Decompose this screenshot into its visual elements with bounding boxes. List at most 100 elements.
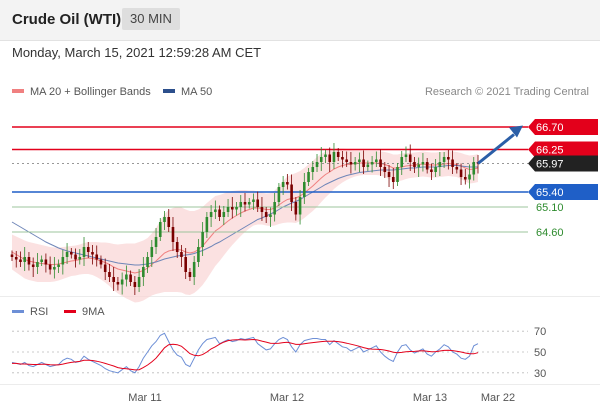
candle-body (404, 154, 408, 157)
copyright-text: Research © 2021 Trading Central (424, 86, 589, 98)
candle-body (154, 237, 158, 247)
candle-body (158, 222, 162, 237)
candle-body (53, 267, 56, 270)
candle-body (408, 154, 412, 162)
candle-body (95, 254, 99, 260)
rsi-line (11, 332, 479, 374)
candle-body (260, 207, 264, 212)
candle-body (31, 264, 35, 267)
candle-body (180, 252, 183, 257)
candle-body (264, 212, 268, 217)
candle-body (23, 257, 27, 262)
rsi-tick-label: 30 (534, 368, 546, 380)
ma20-label: MA 20 + Bollinger Bands (30, 86, 151, 98)
candle-body (290, 184, 293, 202)
axis-separator (0, 384, 600, 385)
candle-body (171, 227, 175, 242)
ma50-swatch (163, 89, 175, 94)
panel-separator (0, 296, 600, 297)
candle-body (256, 199, 260, 207)
candle-body (27, 257, 31, 265)
chart-header: Crude Oil (WTI) 30 MIN (0, 0, 600, 41)
candle-body (209, 212, 213, 217)
x-tick-label: Mar 12 (270, 392, 304, 404)
candle-body (252, 199, 255, 202)
price-label-box-resistance (528, 141, 598, 158)
candle-body (14, 257, 18, 260)
timeframe-badge[interactable]: 30 MIN (122, 8, 180, 30)
candle-body (451, 159, 454, 167)
candle-body (345, 159, 348, 162)
candle-body (468, 174, 471, 180)
candle-body (142, 267, 145, 277)
candle-body (86, 247, 90, 252)
candle-body (201, 232, 204, 247)
candle-body (197, 247, 200, 262)
candle-body (133, 282, 137, 287)
candle-body (108, 272, 111, 277)
candle-body (396, 167, 399, 182)
candle-body (205, 217, 209, 232)
candle-body (192, 262, 196, 277)
price-label-target: 64.60 (536, 227, 564, 239)
candle-body (472, 162, 476, 175)
candle-body (163, 217, 166, 222)
x-tick-label: Mar 13 (413, 392, 447, 404)
candle-body (218, 209, 221, 217)
forecast-arrow-head (509, 125, 523, 138)
candle-body (235, 207, 238, 210)
candle-body (99, 259, 103, 265)
candle-body (243, 202, 247, 205)
candle-body (44, 259, 48, 265)
candle-body (383, 167, 387, 172)
price-label-current: 65.97 (536, 159, 564, 171)
candle-body (125, 274, 128, 280)
candle-body (455, 167, 459, 170)
candle-body (40, 259, 43, 262)
candle-body (434, 167, 437, 172)
candle-body (281, 182, 285, 187)
rsi-swatch (12, 309, 24, 313)
candle-body (70, 252, 73, 255)
rsi-label: RSI (30, 306, 49, 318)
candle-body (438, 162, 442, 167)
x-tick-label: Mar 22 (481, 392, 515, 404)
candle-body (167, 217, 171, 227)
candle-body (319, 157, 323, 162)
candle-body (112, 277, 115, 282)
candle-body (459, 169, 463, 177)
rsi-tick-label: 50 (534, 347, 546, 359)
candle-body (146, 257, 149, 267)
price-label-target: 65.10 (536, 202, 564, 214)
candle-body (421, 162, 425, 165)
candle-body (391, 177, 395, 182)
candle-body (36, 262, 39, 267)
candle-body (298, 197, 302, 215)
candle-body (61, 257, 65, 265)
candle-body (311, 167, 315, 172)
timestamp: Monday, March 15, 2021 12:59:28 AM CET (12, 45, 262, 60)
price-label-box-support (528, 184, 598, 200)
candle-body (175, 242, 179, 252)
candle-body (442, 157, 446, 162)
candle-body (120, 279, 124, 285)
candle-body (48, 264, 52, 270)
candle-body (10, 254, 14, 257)
ma9-swatch (64, 309, 76, 313)
candle-body (366, 164, 370, 167)
candle-body (137, 277, 141, 287)
rsi-tick-label: 70 (534, 326, 546, 338)
ma50-line (11, 165, 478, 266)
legend-rsi: RSI (12, 306, 48, 318)
ma9-label: 9MA (82, 306, 105, 318)
candle-body (341, 157, 344, 160)
candle-body (184, 257, 187, 272)
rsi-9ma-line (12, 338, 479, 371)
candle-body (328, 154, 332, 162)
candle-body (239, 202, 243, 207)
legend-ma20: MA 20 + Bollinger Bands (12, 86, 151, 98)
candle-body (78, 257, 82, 260)
candle-body (247, 202, 251, 205)
candle-body (379, 159, 382, 167)
